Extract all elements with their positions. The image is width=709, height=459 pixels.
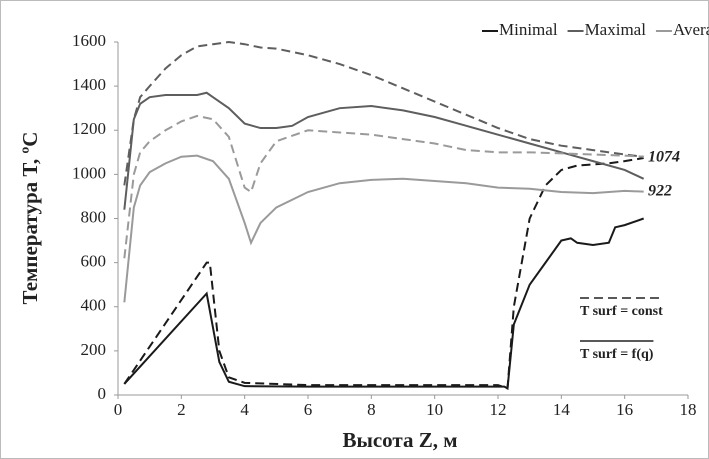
legend-label: Maximal <box>585 20 647 39</box>
y-tick-label: 1000 <box>72 163 106 182</box>
x-tick-label: 2 <box>177 400 186 419</box>
end-label: 922 <box>648 182 672 199</box>
y-tick-label: 800 <box>81 207 107 226</box>
y-tick-label: 200 <box>81 340 107 359</box>
end-label: 1074 <box>648 149 680 166</box>
style-legend-label: T surf = const <box>580 304 663 319</box>
x-tick-label: 12 <box>490 400 507 419</box>
x-tick-label: 14 <box>553 400 571 419</box>
x-axis-title: Высота Z, м <box>342 428 457 452</box>
legend-label: Minimal <box>499 20 558 39</box>
x-tick-label: 4 <box>240 400 249 419</box>
y-tick-label: 1200 <box>72 119 106 138</box>
x-tick-label: 6 <box>304 400 313 419</box>
y-tick-label: 400 <box>81 296 107 315</box>
y-tick-label: 600 <box>81 252 107 271</box>
line-dashed <box>123 114 644 259</box>
x-tick-label: 10 <box>426 400 443 419</box>
style-legend-label: T surf = f(q) <box>580 347 654 362</box>
line-dashed <box>123 157 644 390</box>
x-tick-label: 8 <box>367 400 376 419</box>
x-tick-label: 0 <box>114 400 123 419</box>
y-axis-title: Температура T, ºC <box>18 132 42 305</box>
line-solid <box>123 91 645 210</box>
y-tick-label: 1600 <box>72 31 106 50</box>
line-dashed <box>123 40 644 186</box>
y-tick-label: 1400 <box>72 75 106 94</box>
x-tick-label: 18 <box>680 400 697 419</box>
x-tick-label: 16 <box>616 400 633 419</box>
line-solid <box>123 154 644 303</box>
y-tick-label: 0 <box>98 384 107 403</box>
line-solid <box>123 217 644 390</box>
legend-label: Average <box>673 20 709 39</box>
